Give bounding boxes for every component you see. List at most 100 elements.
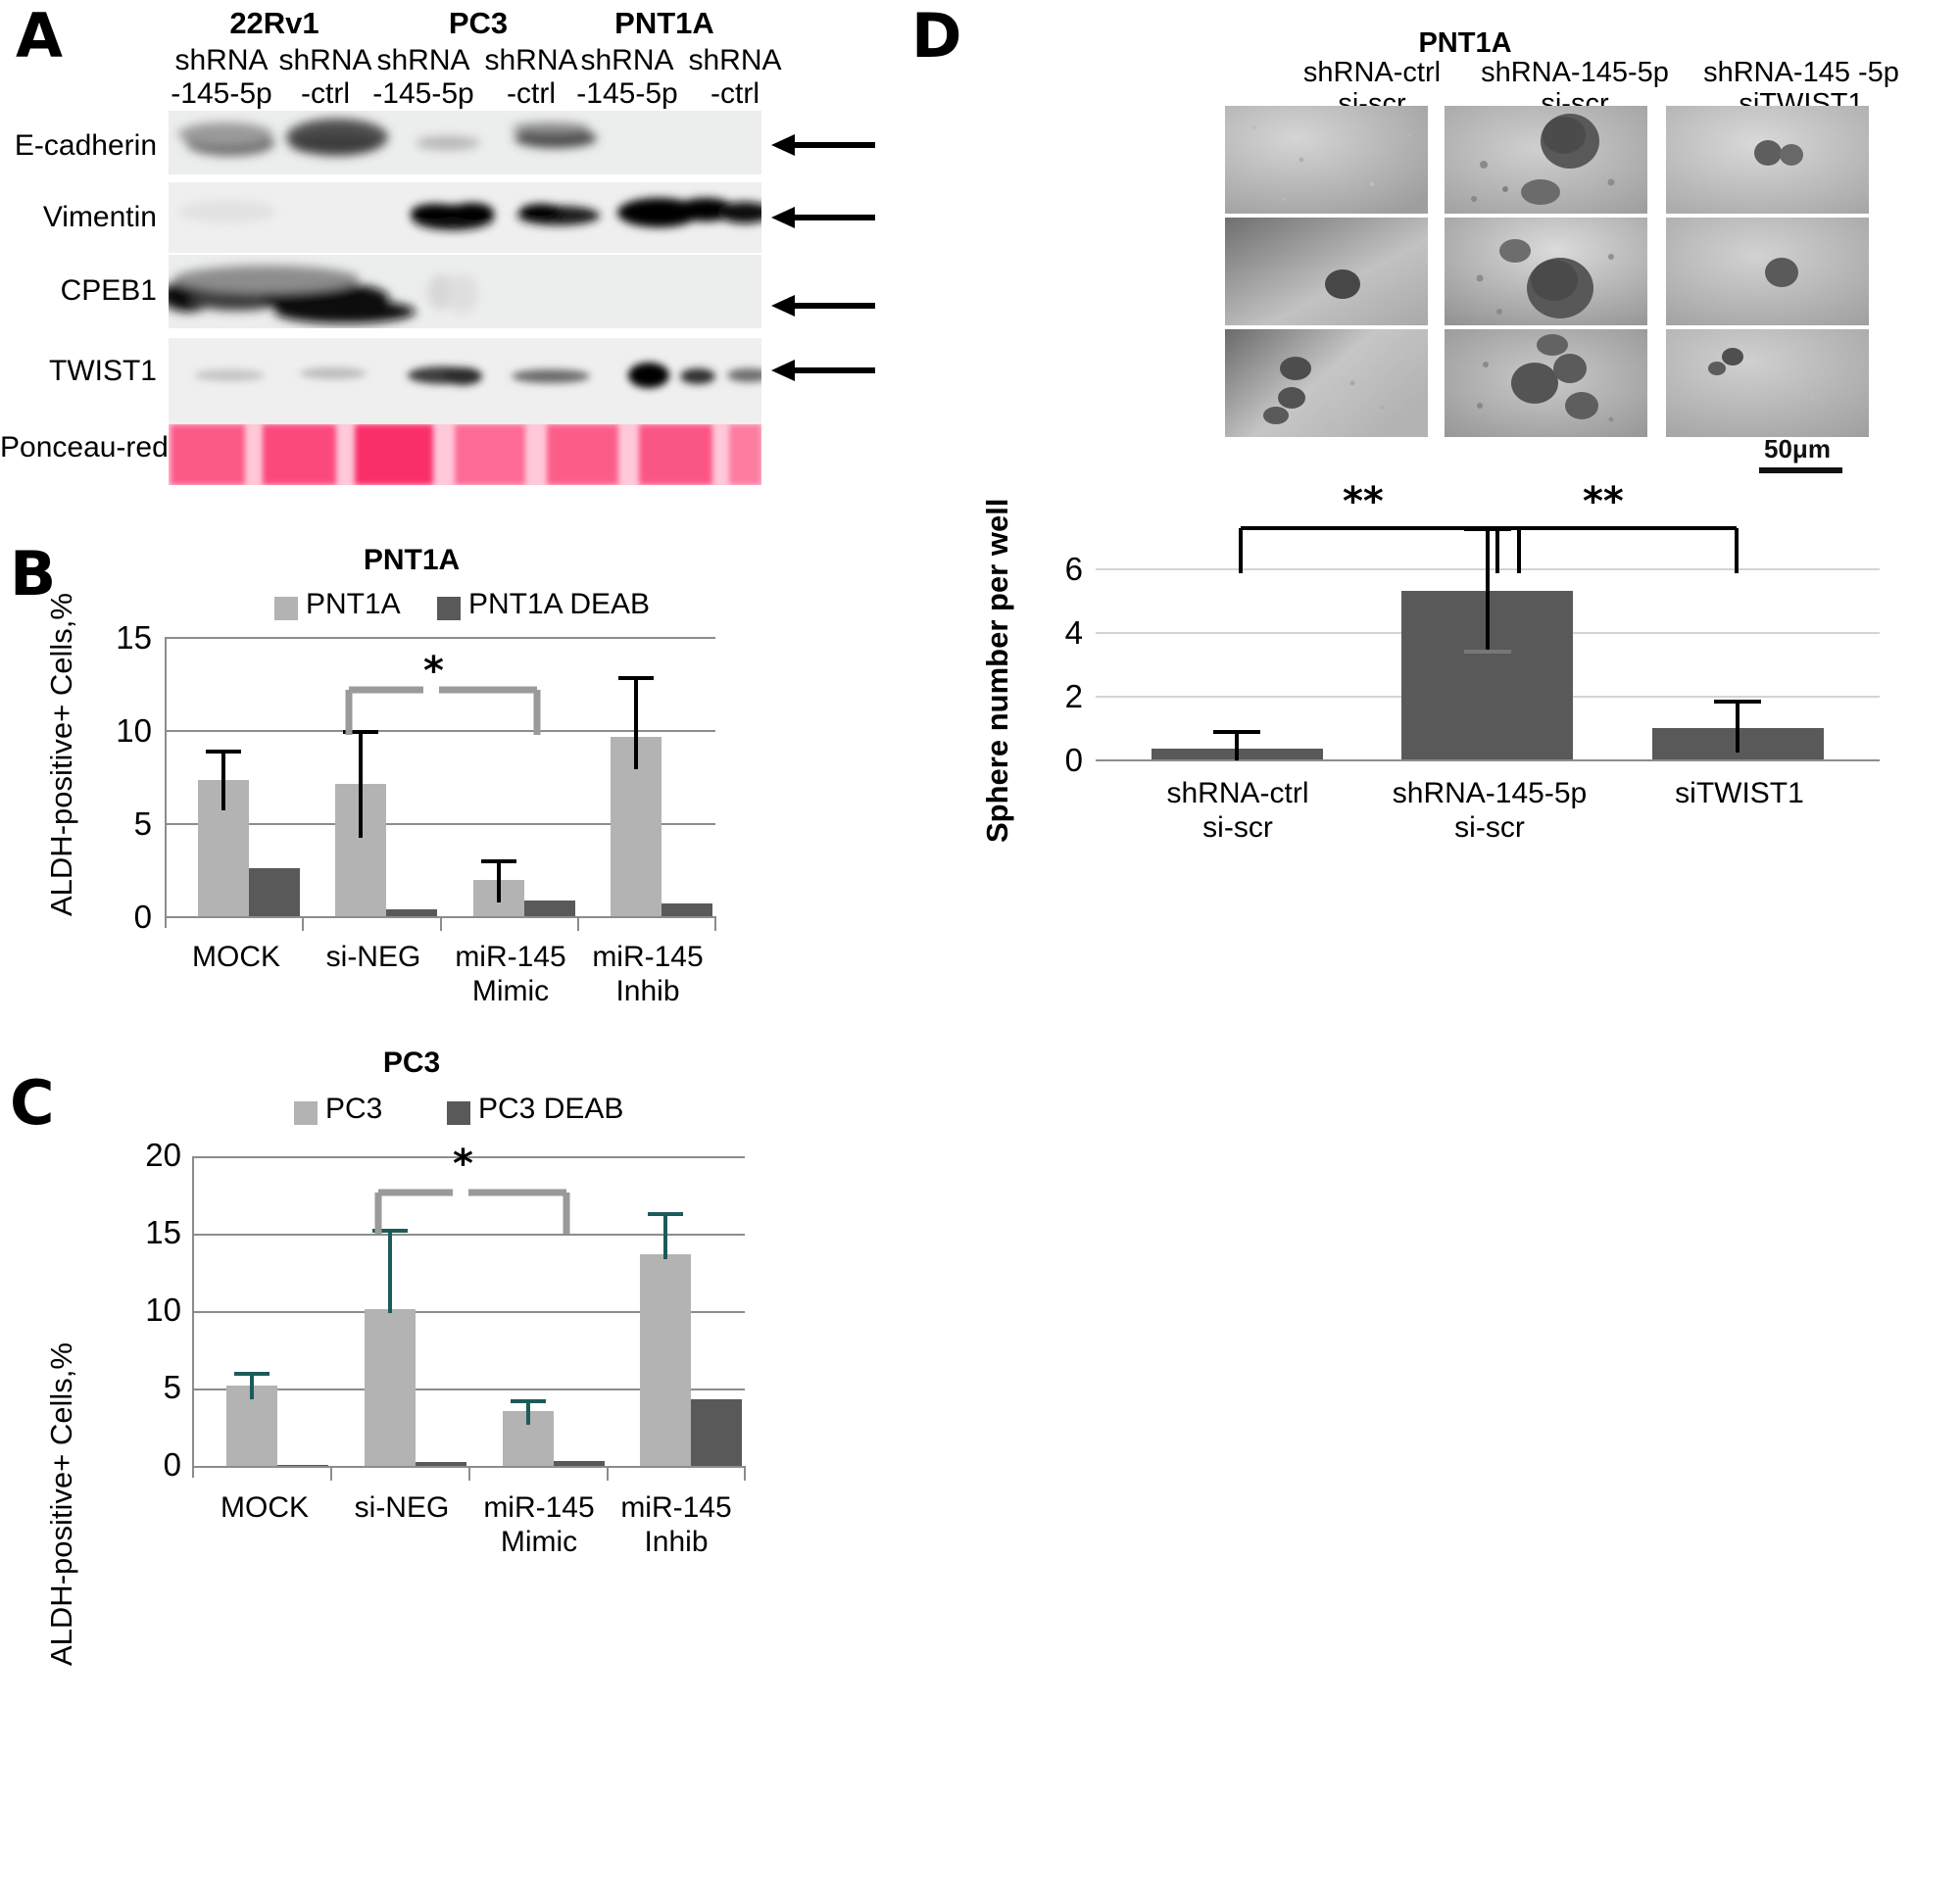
cat-label-line1: miR-145 xyxy=(483,1491,595,1524)
panel-c-ytick-10: 10 xyxy=(145,1291,181,1328)
panel-d-micrograph-r3c2 xyxy=(1445,329,1647,437)
panel-d-micrograph-r1c2 xyxy=(1445,106,1647,214)
panel-b-errorbar-sineg xyxy=(343,730,378,838)
panel-c-significance-star: * xyxy=(453,1142,473,1187)
panel-b-xlabel-inhib: miR-145 Inhib xyxy=(581,941,714,1008)
panel-c-xtick-3 xyxy=(607,1466,609,1481)
cat-label-line1: MOCK xyxy=(220,1491,309,1524)
legend-swatch-pc3 xyxy=(294,1101,318,1125)
blot-lane-label-2: shRNA -ctrl xyxy=(267,44,384,110)
panel-c-ytick-20: 20 xyxy=(145,1137,181,1173)
panel-c-bar-mock-pc3-deab xyxy=(277,1465,328,1466)
legend-swatch-pnt1a-deab xyxy=(437,597,461,620)
cat-label-line2: Inhib xyxy=(615,974,680,1007)
panel-b-ytick-15: 15 xyxy=(116,619,152,656)
panel-d-ytick-0: 0 xyxy=(1064,742,1083,778)
panel-c-bar-inhib-pc3-deab xyxy=(691,1399,742,1466)
panel-d-significance-bracket-right xyxy=(1495,526,1739,573)
panel-d-ytick-6: 6 xyxy=(1064,551,1083,587)
blot-strip-e-cadherin xyxy=(169,111,761,174)
blot-lane-label-1: shRNA -145-5p xyxy=(163,44,280,110)
blot-row-label-twist1: TWIST1 xyxy=(49,355,157,387)
cat-label-line1: MOCK xyxy=(192,941,280,973)
blot-strip-vimentin xyxy=(169,182,761,253)
lane-label-line1: shRNA xyxy=(688,44,782,76)
panel-c-errorbar-mock xyxy=(234,1372,270,1399)
cat-label-line1: miR-145 xyxy=(455,941,566,973)
panel-b-significance-star: * xyxy=(423,649,444,694)
panel-c-ylabel: ALDH-positive+ Cells,% xyxy=(44,1342,78,1666)
panel-b-xtick-4 xyxy=(714,916,716,931)
panel-b-gridline-10 xyxy=(165,730,715,732)
cat-label-line1: miR-145 xyxy=(620,1491,732,1524)
panel-b-ytick-0: 0 xyxy=(133,899,152,935)
legend-swatch-pnt1a xyxy=(274,597,298,620)
lane-label-line1: shRNA xyxy=(278,44,372,76)
panel-b-xlabel-sineg: si-NEG xyxy=(307,941,440,975)
panel-c-yaxis xyxy=(192,1156,194,1478)
panel-d-ytick-4: 4 xyxy=(1064,614,1083,651)
panel-b-yaxis xyxy=(165,637,167,928)
legend-label-pc3-deab: PC3 DEAB xyxy=(478,1093,624,1125)
panel-c-xlabel-mimic: miR-145 Mimic xyxy=(472,1491,606,1559)
panel-b-errorbar-mimic xyxy=(481,859,516,902)
blot-header-pc3: PC3 xyxy=(448,6,509,40)
panel-c-significance-bracket xyxy=(374,1189,570,1234)
panel-d-micrograph-r1c3 xyxy=(1666,106,1869,214)
blot-arrow-e-cadherin xyxy=(771,134,875,156)
panel-c-xtick-2 xyxy=(468,1466,470,1481)
panel-d-title: PNT1A xyxy=(1418,27,1512,59)
panel-d-significance-star-left: ** xyxy=(1343,479,1384,524)
panel-d-scalebar-line xyxy=(1759,467,1842,473)
cat-label-line1: si-NEG xyxy=(325,941,421,973)
panel-b-bar-mimic-pnt1a-deab xyxy=(524,901,575,916)
cat-label-line1: shRNA-ctrl xyxy=(1166,777,1309,809)
lane-label-line2: -145-5p xyxy=(576,76,678,110)
panel-b-xtick-3 xyxy=(577,916,579,931)
cat-label-line2: Mimic xyxy=(500,1525,578,1558)
panel-a-letter: A xyxy=(16,0,63,72)
panel-c-xtick-4 xyxy=(744,1466,746,1481)
blot-lane-label-3: shRNA -145-5p xyxy=(365,44,482,110)
legend-label-pc3: PC3 xyxy=(325,1093,383,1125)
panel-c-gridline-5 xyxy=(192,1388,745,1390)
legend-label-pnt1a-deab: PNT1A DEAB xyxy=(468,588,651,620)
cat-label-line2: si-scr xyxy=(1202,810,1273,844)
panel-c-ytick-0: 0 xyxy=(163,1446,181,1483)
panel-c-bar-sineg-pc3-deab xyxy=(416,1462,466,1466)
panel-c-gridline-15 xyxy=(192,1234,745,1236)
panel-b-significance-bracket xyxy=(345,686,541,735)
panel-b-xlabel-mimic: miR-145 Mimic xyxy=(444,941,577,1008)
cat-label-line2: Mimic xyxy=(471,974,550,1007)
panel-b-ylabel: ALDH-positive+ Cells,% xyxy=(44,593,78,916)
blot-lane-label-4: shRNA -ctrl xyxy=(472,44,590,110)
lane-label-line2: -145-5p xyxy=(372,76,474,110)
panel-b-ytick-5: 5 xyxy=(133,805,152,842)
column-header-line1: shRNA-ctrl xyxy=(1302,57,1442,88)
cat-label-line1: si-NEG xyxy=(354,1491,450,1524)
panel-d-micrograph-r2c3 xyxy=(1666,218,1869,325)
panel-c-xlabel-inhib: miR-145 Inhib xyxy=(610,1491,743,1559)
panel-b-title: PNT1A xyxy=(363,544,461,576)
panel-c-bar-sineg-pc3 xyxy=(365,1309,416,1466)
blot-header-22rv1: 22Rv1 xyxy=(229,6,319,40)
lane-label-line2: -ctrl xyxy=(301,76,350,110)
panel-b-gridline-5 xyxy=(165,823,715,825)
lane-label-line1: shRNA xyxy=(174,44,269,76)
panel-c-bar-mimic-pc3-deab xyxy=(554,1461,605,1466)
column-header-line1: shRNA-145 -5p xyxy=(1703,57,1899,88)
legend-label-pnt1a: PNT1A xyxy=(306,588,401,620)
panel-c-ytick-15: 15 xyxy=(145,1214,181,1250)
panel-d-errorbar-shrna-ctrl xyxy=(1213,730,1260,760)
cat-label-line1: shRNA-145-5p xyxy=(1392,777,1588,809)
panel-b-bar-mock-pnt1a-deab xyxy=(249,868,300,916)
legend-swatch-pc3-deab xyxy=(447,1101,470,1125)
panel-c-bar-inhib-pc3 xyxy=(640,1254,691,1466)
panel-c-xtick-1 xyxy=(330,1466,332,1481)
cat-label-line2: si-scr xyxy=(1454,810,1525,844)
column-header-line1: shRNA-145-5p xyxy=(1481,57,1669,88)
panel-d-xlabel-shrna-145-5p: shRNA-145-5p si-scr xyxy=(1367,777,1612,845)
lane-label-line1: shRNA xyxy=(484,44,578,76)
blot-row-label-vimentin: Vimentin xyxy=(42,201,157,233)
panel-d-micrograph-r3c1 xyxy=(1225,329,1428,437)
